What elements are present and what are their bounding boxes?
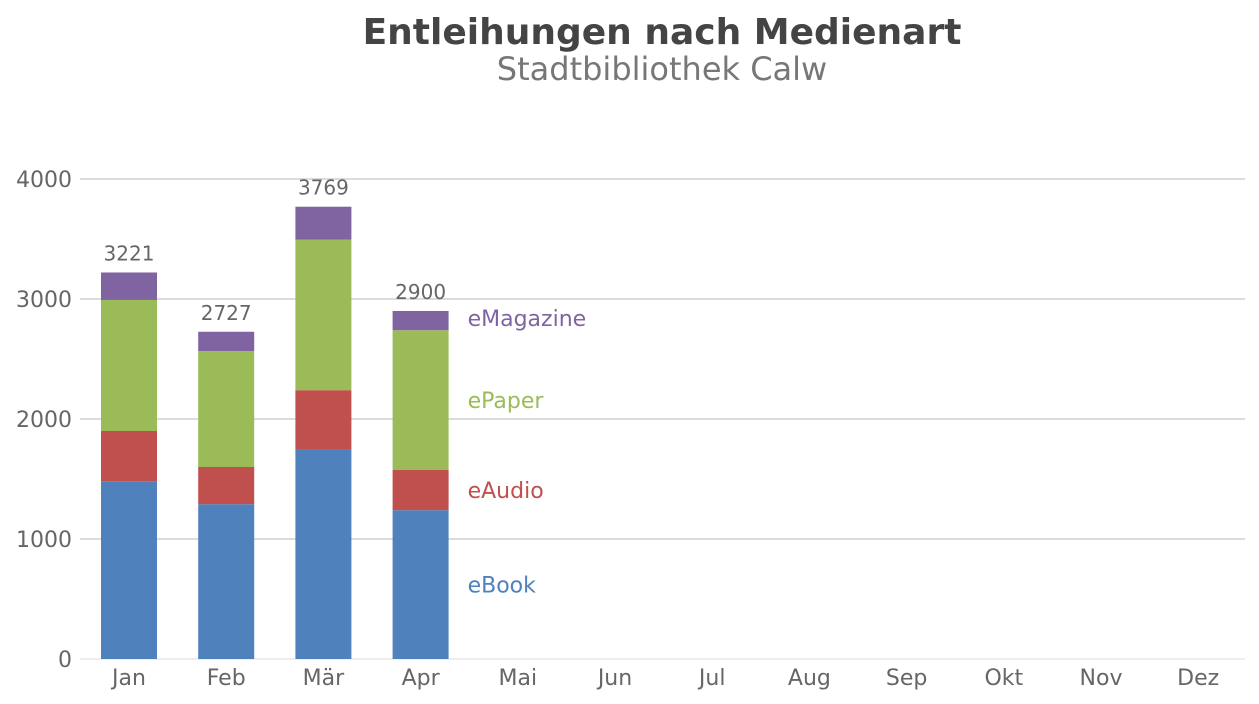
total-label: 2727 (201, 301, 252, 325)
x-axis-ticks: Jan Feb Mär Apr Mai Jun Jul Aug Sep Okt Nov Dez (110, 666, 1219, 691)
y-tick-label: 4000 (16, 168, 72, 193)
total-labels: 3221 2727 3769 2900 (104, 176, 447, 325)
x-tick-label: Dez (1177, 666, 1219, 691)
gridlines (80, 178, 1245, 660)
bars (101, 206, 449, 659)
legend-label-epaper: ePaper (468, 389, 545, 414)
bar-segment-eaudio (198, 467, 255, 505)
bar-segment-eaudio (295, 390, 352, 450)
bar-segment-eaudio (392, 470, 449, 511)
total-label: 2900 (395, 280, 446, 304)
total-label: 3769 (298, 176, 349, 200)
y-tick-label: 1000 (16, 528, 72, 553)
x-tick-label: Feb (207, 666, 246, 691)
x-tick-label: Apr (402, 666, 441, 691)
x-tick-label: Nov (1080, 666, 1123, 691)
bar-segment-emagazine (101, 272, 157, 300)
legend-label-emagazine: eMagazine (468, 307, 587, 332)
legend: eBook eAudio ePaper eMagazine (468, 307, 587, 598)
chart-title: Entleihungen nach Medienart (363, 12, 962, 53)
bar-segment-ebook (392, 510, 449, 659)
bar-segment-ebook (198, 504, 255, 659)
bar-segment-emagazine (198, 331, 255, 352)
total-label: 3221 (104, 241, 155, 265)
y-tick-label: 3000 (16, 288, 72, 313)
x-tick-label: Sep (886, 666, 927, 691)
x-tick-label: Jun (596, 666, 632, 691)
x-tick-label: Aug (788, 666, 831, 691)
y-tick-label: 2000 (16, 408, 72, 433)
y-tick-label: 0 (58, 648, 72, 673)
x-tick-label: Mär (303, 666, 345, 691)
bar-segment-eaudio (101, 431, 157, 482)
bar-segment-emagazine (295, 206, 352, 240)
y-axis-ticks: 0 1000 2000 3000 4000 (16, 168, 72, 673)
chart-subtitle: Stadtbibliothek Calw (497, 50, 827, 88)
x-tick-label: Okt (984, 666, 1023, 691)
x-tick-label: Jul (697, 666, 726, 691)
x-tick-label: Jan (110, 666, 146, 691)
bar-segment-emagazine (392, 311, 449, 331)
bar-segment-epaper (101, 299, 157, 431)
bar-segment-epaper (198, 351, 255, 467)
bar-segment-ebook (101, 481, 157, 659)
x-tick-label: Mai (499, 666, 538, 691)
legend-label-ebook: eBook (468, 574, 537, 599)
bar-segment-epaper (295, 239, 352, 391)
bar-segment-ebook (295, 449, 352, 659)
bar-segment-epaper (392, 330, 449, 470)
legend-label-eaudio: eAudio (468, 479, 544, 504)
